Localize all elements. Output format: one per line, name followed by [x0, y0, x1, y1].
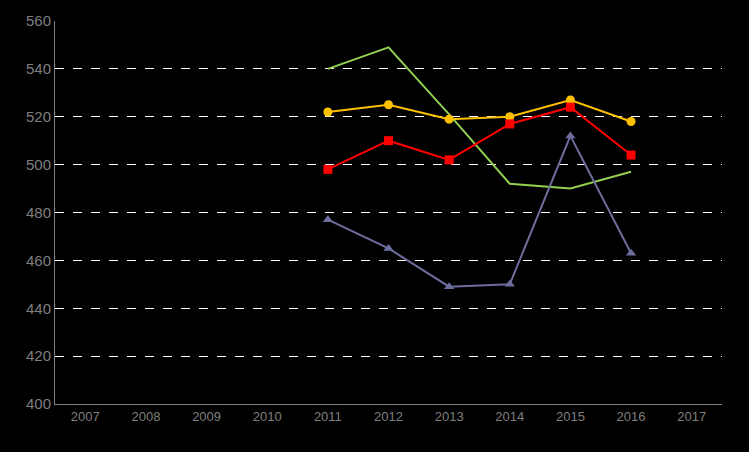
svg-text:2015: 2015	[556, 409, 585, 424]
svg-text:440: 440	[26, 300, 51, 317]
svg-text:520: 520	[26, 108, 51, 125]
svg-text:560: 560	[26, 12, 51, 29]
svg-text:2016: 2016	[617, 409, 646, 424]
svg-text:2009: 2009	[192, 409, 221, 424]
svg-text:500: 500	[26, 156, 51, 173]
svg-text:2007: 2007	[71, 409, 100, 424]
svg-text:2013: 2013	[435, 409, 464, 424]
svg-text:460: 460	[26, 252, 51, 269]
svg-text:480: 480	[26, 204, 51, 221]
svg-text:2010: 2010	[253, 409, 282, 424]
svg-text:2017: 2017	[677, 409, 706, 424]
svg-text:420: 420	[26, 347, 51, 364]
svg-text:400: 400	[26, 395, 51, 412]
svg-text:2008: 2008	[131, 409, 160, 424]
svg-text:2012: 2012	[374, 409, 403, 424]
svg-text:540: 540	[26, 60, 51, 77]
svg-text:2011: 2011	[314, 409, 342, 424]
svg-text:2014: 2014	[495, 409, 524, 424]
